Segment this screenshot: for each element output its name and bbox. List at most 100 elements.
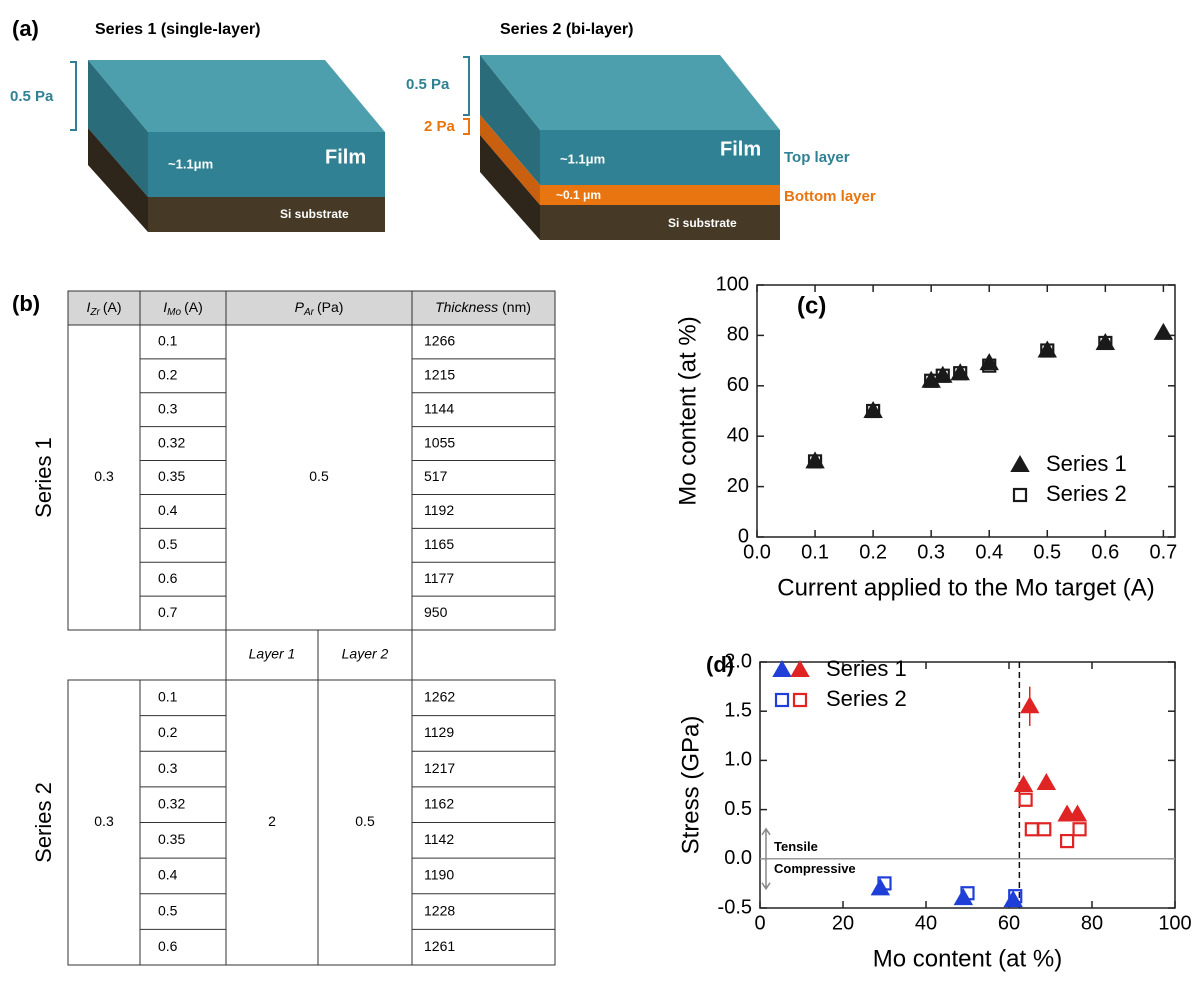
table-block [67, 324, 556, 631]
table-cell: 1215 [424, 367, 455, 383]
table-cell: 0.6 [158, 938, 178, 954]
legend-label: Series 2 [1046, 481, 1127, 506]
layer-label: Bottom layer [784, 188, 876, 205]
marker [807, 454, 823, 469]
header-symbol: I [86, 299, 90, 315]
table-cell: 0.6 [158, 570, 178, 586]
x-tick-label: 40 [915, 912, 937, 934]
y-tick-label: 20 [727, 475, 749, 497]
x-tick-label: 0.6 [1091, 541, 1119, 563]
table-cell: 0.3 [94, 813, 114, 829]
y-tick-label: 1.0 [724, 749, 752, 771]
group-label: Series 2 [31, 782, 56, 863]
table-cell: 0.3 [94, 468, 114, 484]
y-tick-label: 100 [716, 273, 749, 295]
marker [1072, 822, 1087, 837]
x-tick-label: 0.0 [743, 541, 771, 563]
substrate-side [88, 128, 148, 232]
table-cell: 0.5 [158, 902, 178, 918]
header-symbol: I [163, 299, 167, 315]
column-header: IZr (A) [86, 299, 121, 318]
x-tick-label: 0.7 [1149, 541, 1177, 563]
pressure-label: 2 Pa [424, 118, 456, 135]
table-cell: 0.5 [355, 813, 375, 829]
table-cell: 0.32 [158, 434, 185, 450]
x-tick-label: 0.5 [1033, 541, 1061, 563]
marker [953, 366, 968, 381]
x-axis-label: Current applied to the Mo target (A) [777, 574, 1155, 601]
table-cell: 1144 [424, 400, 454, 416]
film-side [480, 55, 540, 185]
y-tick-label: 80 [727, 324, 749, 346]
x-axis-label: Mo content (at %) [873, 945, 1062, 972]
film-label: Film [720, 138, 761, 160]
x-tick-label: 0.2 [859, 541, 887, 563]
header-unit: (A) [184, 299, 203, 315]
x-tick-label: 0 [754, 912, 765, 934]
table-cell: 1262 [424, 689, 455, 705]
table-cell: 0.2 [158, 724, 178, 740]
layer-label: Top layer [784, 149, 850, 166]
header-unit: (Pa) [317, 299, 343, 315]
thickness-label: ~1.1μm [168, 156, 213, 171]
header-subscript: Mo [167, 307, 181, 318]
plot-frame [759, 661, 1176, 909]
marker [790, 659, 810, 677]
table-cell: 0.1 [158, 689, 178, 705]
legend-label: Series 1 [1046, 451, 1127, 476]
layer-header: Layer 1 [249, 646, 296, 662]
substrate-front [540, 205, 780, 240]
marker [774, 692, 790, 708]
table-cell: 1190 [424, 867, 454, 883]
x-tick-label: 0.4 [975, 541, 1003, 563]
table-cell: 0.3 [158, 760, 178, 776]
substrate-side [480, 135, 540, 240]
y-tick-label: 2.0 [724, 650, 752, 672]
table-cell: 1129 [424, 724, 454, 740]
table-cell: 0.5 [158, 536, 178, 552]
marker [1010, 454, 1030, 472]
table-cell: 1266 [424, 333, 455, 349]
film-front [540, 130, 780, 185]
marker [1040, 343, 1055, 358]
marker [1018, 792, 1033, 807]
x-tick-label: 60 [998, 912, 1020, 934]
film-top [88, 60, 385, 132]
panel-label: (d) [706, 652, 734, 677]
column-header: IMo (A) [163, 299, 202, 318]
marker [1098, 335, 1113, 351]
bracket [463, 56, 470, 116]
marker [1067, 804, 1088, 822]
header-unit: (A) [103, 299, 122, 315]
table-cell: 0.4 [158, 867, 178, 883]
table-cell: 517 [424, 468, 448, 484]
marker [1012, 487, 1028, 503]
table-cell: 1261 [424, 938, 455, 954]
substrate-label: Si substrate [280, 207, 349, 221]
table-cell: 1192 [424, 502, 454, 518]
pressure-label: 0.5 Pa [406, 76, 450, 93]
marker [1020, 696, 1040, 714]
y-tick-label: 60 [727, 374, 749, 396]
bracket [70, 61, 77, 131]
table-cell: 1165 [424, 536, 454, 552]
y-tick-label: 1.5 [724, 699, 752, 721]
table-cell: 0.32 [158, 795, 185, 811]
y-tick-label: -0.5 [718, 896, 752, 918]
marker [953, 888, 974, 906]
legend-label: Series 1 [826, 656, 907, 681]
annotation: Tensile [774, 839, 818, 854]
header-symbol: P [295, 299, 305, 315]
layer-header: Layer 2 [342, 646, 389, 662]
y-tick-label: 0.5 [724, 798, 752, 820]
table-cell: 1217 [424, 760, 455, 776]
x-tick-label: 80 [1081, 912, 1103, 934]
marker [979, 353, 999, 371]
panel-label: (b) [12, 291, 40, 316]
y-axis-label: Mo content (at %) [674, 316, 701, 505]
table-cell: 950 [424, 604, 448, 620]
marker [772, 659, 792, 677]
table-cell: 0.35 [158, 831, 185, 847]
column-header: PAr (Pa) [295, 299, 344, 318]
bottom-layer-front [540, 185, 780, 205]
